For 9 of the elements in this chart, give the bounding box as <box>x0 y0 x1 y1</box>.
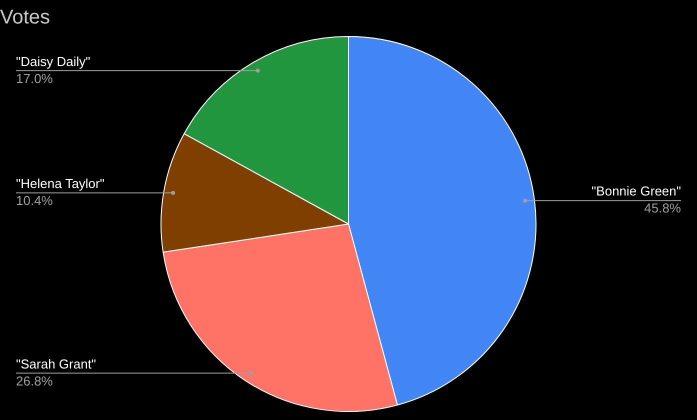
data-label: 10.4% <box>16 192 54 208</box>
data-label: 26.8% <box>16 373 54 388</box>
data-label: 17.0% <box>16 70 54 86</box>
chart-title: Votes <box>0 6 50 29</box>
slice-label: "Daisy Daily" <box>16 54 91 69</box>
data-label: 45.8% <box>644 200 682 216</box>
slice-label: "Bonnie Green" <box>592 184 682 199</box>
slice-label: "Sarah Grant" <box>16 356 96 372</box>
slice-label: "Helena Taylor" <box>16 176 105 191</box>
